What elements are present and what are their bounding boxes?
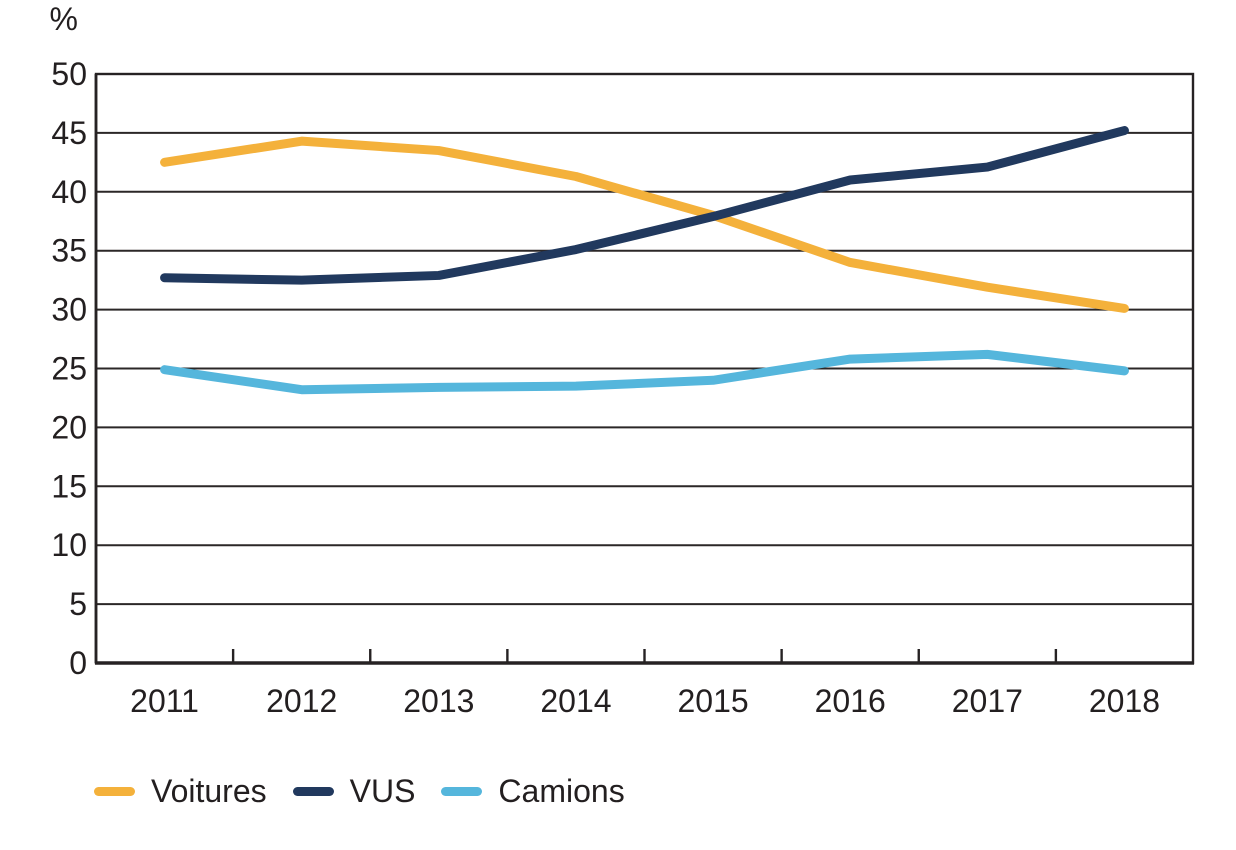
legend-label-voitures: Voitures (151, 773, 267, 809)
legend-item-voitures: Voitures (94, 775, 267, 808)
x-tick-label: 2017 (952, 683, 1023, 719)
x-tick-label: 2012 (266, 683, 337, 719)
chart-legend: Voitures VUS Camions (94, 775, 651, 808)
legend-swatch-voitures (94, 787, 135, 796)
y-tick-label: 35 (51, 233, 87, 269)
x-ticks (231, 649, 1058, 663)
legend-swatch-camions (441, 787, 483, 796)
y-tick-label: 45 (51, 115, 87, 151)
y-tick-label: 20 (51, 409, 87, 445)
series-lines (160, 126, 1129, 395)
x-tick-label: 2015 (677, 683, 748, 719)
legend-item-camions: Camions (441, 773, 625, 809)
y-tick-label: 0 (69, 645, 87, 681)
x-tick-label: 2011 (130, 683, 199, 719)
x-tick-label: 2018 (1089, 683, 1160, 719)
x-tick-label: 2016 (815, 683, 886, 719)
y-tick-label: 15 (51, 468, 87, 504)
y-tick-label: 10 (51, 527, 87, 563)
y-tick-label: 50 (51, 56, 87, 92)
legend-item-vus: VUS (292, 773, 416, 809)
series-line-camions (160, 349, 1129, 395)
legend-label-camions: Camions (498, 773, 625, 809)
series-line-vus (160, 126, 1129, 285)
y-axis-unit-label: % (50, 1, 78, 37)
legend-label-vus: VUS (349, 773, 416, 809)
y-tick-label: 40 (51, 174, 87, 210)
x-axis-labels: 2011 2012 2013 2014 2015 2016 2017 2018 (130, 683, 1160, 719)
x-tick-label: 2013 (403, 683, 474, 719)
gridlines (96, 131, 1193, 606)
x-tick-label: 2014 (540, 683, 611, 719)
y-tick-label: 25 (51, 351, 87, 387)
legend-swatch-vus (292, 787, 334, 796)
y-tick-label: 5 (69, 586, 87, 622)
series-line-voitures (160, 136, 1129, 313)
y-axis-labels: 0 5 10 15 20 25 30 35 40 45 50 (51, 56, 87, 681)
y-tick-label: 30 (51, 292, 87, 328)
